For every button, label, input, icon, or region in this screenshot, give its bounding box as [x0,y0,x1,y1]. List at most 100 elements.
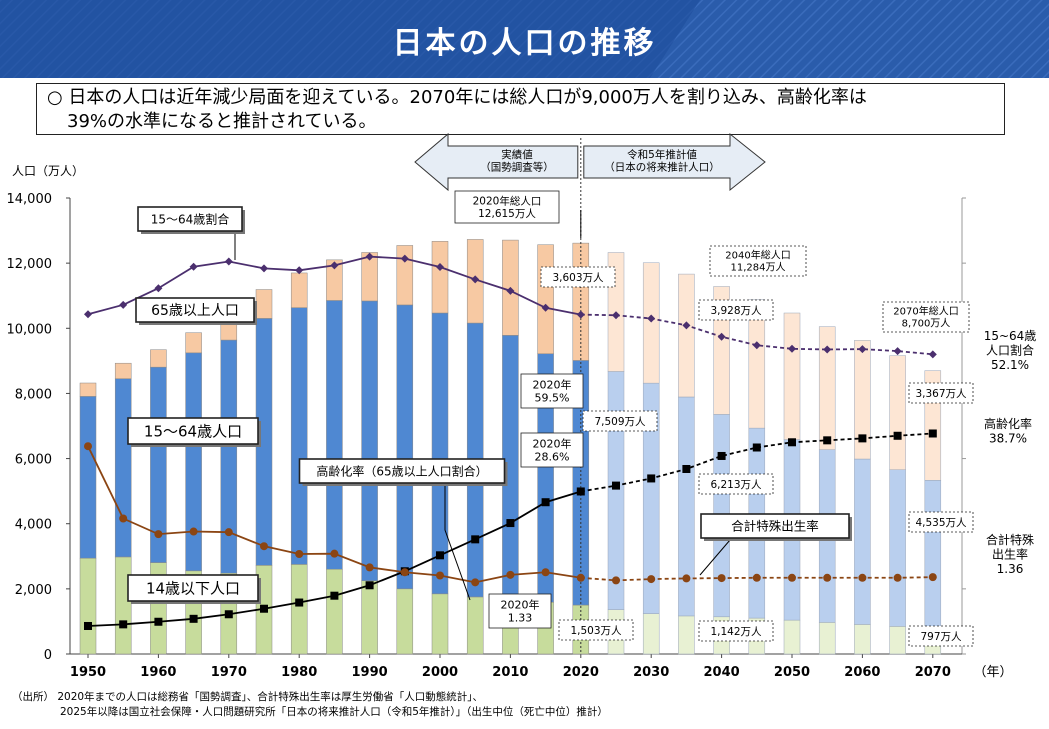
working-age-ratio-point [928,350,937,359]
working-age-ratio-point [84,310,92,319]
x-tick-label: 2040 [704,665,740,680]
fertility-rate-point [260,542,268,551]
working-age-ratio-point [330,261,339,270]
value-2070-age65: 3,367万人 [908,382,974,404]
right-label-fertility-rate: 合計特殊出生率 1.36 [986,532,1034,576]
working-age-ratio-point [717,332,726,341]
fertility-rate-point [541,568,550,577]
value-2070-age15-64: 4,535万人 [908,511,974,533]
x-tick-label: 1990 [352,665,388,680]
fertility-rate-point [436,571,444,580]
aging-rate-point [647,474,656,483]
aging-rate-point [330,591,339,600]
x-tick-label: 2030 [633,665,669,680]
working-age-ratio-point [295,266,304,275]
callout-age0-14: 14歳以下人口 [127,574,261,604]
bar-age65 [361,252,378,302]
callout-2020-aging-rate: 2020年 28.6% [520,432,584,468]
aging-rate-point [260,604,268,613]
fertility-rate-point [295,550,304,559]
aging-rate-point [506,519,515,528]
x-tick-label: 2000 [422,665,458,680]
fertility-rate-point [682,574,691,583]
bar-age0-14 [326,568,343,655]
x-tick-label: 1980 [281,665,317,680]
summary-box: ○ 日本の人口は近年減少局面を迎えている。2070年には総人口が9,000万人を… [36,83,1005,135]
aging-rate-point [541,498,550,507]
fertility-rate-point [224,528,233,537]
aging-rate-point [471,535,480,544]
svg-text:3,928万人: 3,928万人 [710,305,762,317]
aging-rate-line-projected [580,432,933,493]
working-age-ratio-point [224,257,233,266]
bar-age65 [537,244,554,355]
bar-age15-64 [607,371,625,610]
bar-age15-64 [924,480,942,629]
y-tick-label: 6,000 [15,453,52,468]
fertility-rate-point [189,527,198,536]
bar-age65 [114,362,132,379]
title-banner-bg [0,0,1049,78]
fertility-rate-point [752,573,761,582]
page-title: 日本の人口の推移 [392,26,657,61]
aging-rate-point [612,481,620,490]
bar-age15-64 [396,304,414,590]
working-age-ratio-point [541,303,550,312]
bar-age0-14 [678,615,695,655]
bar-age65 [854,340,871,460]
bar-age15-64 [79,396,97,559]
y-tick-label: 12,000 [7,257,53,272]
y-axis-label: 人口（万人） [12,164,84,178]
y-tick-label: 0 [44,648,52,663]
aging-rate-point [436,551,444,560]
bar-age65 [889,355,906,470]
source-line-2: 2025年以降は国立社会保障・人口問題研究所「日本の将来推計人口（令和5年推計）… [60,706,608,718]
svg-text:高齢化率（65歳以上人口割合）: 高齢化率（65歳以上人口割合） [316,463,487,478]
svg-text:合計特殊出生率: 合計特殊出生率 [731,519,819,534]
working-age-ratio-point [576,310,585,319]
aging-rate-point [858,434,867,443]
x-tick-label: 2060 [844,665,880,680]
fertility-rate-point [330,549,339,558]
bar-age0-14 [854,624,871,655]
bar-age65 [255,289,273,319]
callout-2020-total: 2020年総人口 12,615万人 [454,190,560,224]
population-chart: 人口（万人） 0 2,000 4,000 6,000 8,000 10,000 12,000 1… [7,132,1036,680]
aging-rate-point [84,621,92,630]
working-age-ratio-point [647,314,656,323]
svg-text:6,213万人: 6,213万人 [710,479,762,491]
bar-age65 [396,245,414,306]
svg-text:4,535万人: 4,535万人 [915,517,967,529]
value-2040-age65: 3,928万人 [698,299,774,321]
bar-age15-64 [185,352,202,572]
y-tick-label: 14,000 [7,192,53,207]
aging-rate-point [788,438,796,447]
working-age-ratio-point [612,311,620,320]
bar-age0-14 [818,622,836,655]
x-tick-label: 1960 [140,665,176,680]
leader-line [699,539,731,576]
x-tick-label: 2050 [774,665,810,680]
bar-age0-14 [361,580,378,655]
fertility-rate-point [788,573,796,582]
bar-age0-14 [783,619,801,655]
fertility-rate-point [858,573,867,582]
svg-text:65歳以上人口: 65歳以上人口 [151,303,239,319]
bar-age15-64 [361,300,378,581]
callout-2070-total: 2070年総人口 8,700万人 [882,301,970,333]
bar-age15-64 [854,458,871,625]
arrow-actual-label: 実績値（国勢調査等） [480,148,554,174]
x-tick-label: 1970 [211,665,247,680]
working-age-ratio-point [823,345,832,354]
aging-rate-point [224,610,233,619]
svg-text:3,367万人: 3,367万人 [915,388,967,400]
working-age-ratio-point [893,347,902,356]
bar-age15-64 [114,378,132,558]
value-2020-age65: 3,603万人 [540,266,616,288]
working-age-ratio-point [858,345,867,354]
arrow-projected-label: 令和5年推計値（日本の将来推計人口） [604,148,720,174]
x-tick-label: 2010 [492,665,528,680]
bar-age0-14 [889,626,906,655]
